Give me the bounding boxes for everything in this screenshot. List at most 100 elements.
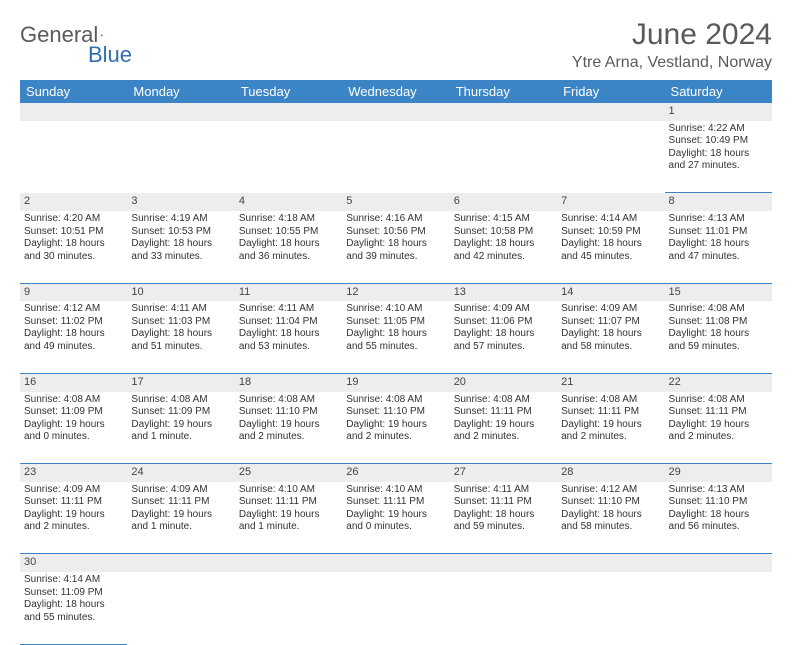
day-cell: Sunrise: 4:08 AMSunset: 11:09 PMDaylight… <box>127 392 234 464</box>
day-content: Sunrise: 4:10 AMSunset: 11:05 PMDaylight… <box>346 303 445 353</box>
day-cell: Sunrise: 4:14 AMSunset: 11:09 PMDaylight… <box>20 572 127 644</box>
day-content: Sunrise: 4:13 AMSunset: 11:10 PMDaylight… <box>669 484 768 534</box>
day-number-cell: 27 <box>450 464 557 482</box>
day-content: Sunrise: 4:08 AMSunset: 11:09 PMDaylight… <box>131 394 230 444</box>
day-number-cell: 14 <box>557 283 664 301</box>
day-number-cell <box>20 103 127 121</box>
day-cell: Sunrise: 4:10 AMSunset: 11:11 PMDaylight… <box>235 482 342 554</box>
day-number-cell: 8 <box>665 193 772 211</box>
day-cell: Sunrise: 4:20 AMSunset: 10:51 PMDaylight… <box>20 211 127 283</box>
calendar-body: 1 Sunrise: 4:22 AMSunset: 10:49 PMDayligh… <box>20 103 772 644</box>
day-content: Sunrise: 4:08 AMSunset: 11:08 PMDaylight… <box>669 303 768 353</box>
day-number-row: 1 <box>20 103 772 121</box>
day-cell: Sunrise: 4:19 AMSunset: 10:53 PMDaylight… <box>127 211 234 283</box>
day-cell: Sunrise: 4:13 AMSunset: 11:01 PMDaylight… <box>665 211 772 283</box>
day-cell <box>235 121 342 193</box>
day-number-row: 16171819202122 <box>20 373 772 391</box>
day-cell: Sunrise: 4:09 AMSunset: 11:06 PMDaylight… <box>450 301 557 373</box>
day-number-cell: 6 <box>450 193 557 211</box>
day-number-cell: 20 <box>450 373 557 391</box>
week-content-row: Sunrise: 4:20 AMSunset: 10:51 PMDaylight… <box>20 211 772 283</box>
day-cell: Sunrise: 4:22 AMSunset: 10:49 PMDaylight… <box>665 121 772 193</box>
day-number-cell: 10 <box>127 283 234 301</box>
day-number-row: 9101112131415 <box>20 283 772 301</box>
day-content: Sunrise: 4:09 AMSunset: 11:07 PMDaylight… <box>561 303 660 353</box>
day-content: Sunrise: 4:11 AMSunset: 11:11 PMDaylight… <box>454 484 553 534</box>
weekday-header: Friday <box>557 80 664 103</box>
day-number-cell: 7 <box>557 193 664 211</box>
day-number-row: 23242526272829 <box>20 464 772 482</box>
day-content: Sunrise: 4:14 AMSunset: 11:09 PMDaylight… <box>24 574 123 624</box>
weekday-header: Sunday <box>20 80 127 103</box>
day-number-cell: 5 <box>342 193 449 211</box>
day-cell: Sunrise: 4:08 AMSunset: 11:10 PMDaylight… <box>342 392 449 464</box>
day-number-cell: 23 <box>20 464 127 482</box>
day-content: Sunrise: 4:14 AMSunset: 10:59 PMDaylight… <box>561 213 660 263</box>
day-cell <box>127 121 234 193</box>
day-number-cell <box>665 554 772 572</box>
day-cell: Sunrise: 4:12 AMSunset: 11:10 PMDaylight… <box>557 482 664 554</box>
day-number-cell: 1 <box>665 103 772 121</box>
week-content-row: Sunrise: 4:14 AMSunset: 11:09 PMDaylight… <box>20 572 772 644</box>
day-number-cell: 11 <box>235 283 342 301</box>
day-number-cell: 16 <box>20 373 127 391</box>
logo-blue-text: Blue <box>88 42 132 68</box>
day-content: Sunrise: 4:08 AMSunset: 11:11 PMDaylight… <box>561 394 660 444</box>
day-number-cell <box>342 103 449 121</box>
day-number-cell: 30 <box>20 554 127 572</box>
day-number-cell <box>342 554 449 572</box>
day-content: Sunrise: 4:19 AMSunset: 10:53 PMDaylight… <box>131 213 230 263</box>
day-content: Sunrise: 4:08 AMSunset: 11:09 PMDaylight… <box>24 394 123 444</box>
day-number-cell <box>235 103 342 121</box>
day-content: Sunrise: 4:13 AMSunset: 11:01 PMDaylight… <box>669 213 768 263</box>
day-number-cell <box>450 554 557 572</box>
title-block: June 2024 Ytre Arna, Vestland, Norway <box>572 18 772 72</box>
day-cell <box>235 572 342 644</box>
week-content-row: Sunrise: 4:08 AMSunset: 11:09 PMDaylight… <box>20 392 772 464</box>
day-content: Sunrise: 4:09 AMSunset: 11:11 PMDaylight… <box>131 484 230 534</box>
day-cell: Sunrise: 4:13 AMSunset: 11:10 PMDaylight… <box>665 482 772 554</box>
week-content-row: Sunrise: 4:12 AMSunset: 11:02 PMDaylight… <box>20 301 772 373</box>
location: Ytre Arna, Vestland, Norway <box>572 54 772 72</box>
day-cell <box>665 572 772 644</box>
day-cell: Sunrise: 4:12 AMSunset: 11:02 PMDaylight… <box>20 301 127 373</box>
day-number-cell <box>235 554 342 572</box>
day-cell: Sunrise: 4:11 AMSunset: 11:11 PMDaylight… <box>450 482 557 554</box>
day-content: Sunrise: 4:15 AMSunset: 10:58 PMDaylight… <box>454 213 553 263</box>
day-number-cell: 18 <box>235 373 342 391</box>
day-number-cell <box>127 103 234 121</box>
day-number-cell: 4 <box>235 193 342 211</box>
day-number-cell: 21 <box>557 373 664 391</box>
day-cell: Sunrise: 4:14 AMSunset: 10:59 PMDaylight… <box>557 211 664 283</box>
weekday-header: Thursday <box>450 80 557 103</box>
day-number-cell: 19 <box>342 373 449 391</box>
day-content: Sunrise: 4:10 AMSunset: 11:11 PMDaylight… <box>239 484 338 534</box>
day-content: Sunrise: 4:08 AMSunset: 11:11 PMDaylight… <box>454 394 553 444</box>
day-cell: Sunrise: 4:08 AMSunset: 11:09 PMDaylight… <box>20 392 127 464</box>
day-cell: Sunrise: 4:10 AMSunset: 11:05 PMDaylight… <box>342 301 449 373</box>
weekday-header-row: SundayMondayTuesdayWednesdayThursdayFrid… <box>20 80 772 103</box>
day-content: Sunrise: 4:12 AMSunset: 11:10 PMDaylight… <box>561 484 660 534</box>
day-number-cell: 2 <box>20 193 127 211</box>
day-content: Sunrise: 4:22 AMSunset: 10:49 PMDaylight… <box>669 123 768 173</box>
weekday-header: Tuesday <box>235 80 342 103</box>
day-content: Sunrise: 4:11 AMSunset: 11:04 PMDaylight… <box>239 303 338 353</box>
day-cell: Sunrise: 4:16 AMSunset: 10:56 PMDaylight… <box>342 211 449 283</box>
day-cell: Sunrise: 4:08 AMSunset: 11:10 PMDaylight… <box>235 392 342 464</box>
day-cell: Sunrise: 4:08 AMSunset: 11:08 PMDaylight… <box>665 301 772 373</box>
day-number-row: 2345678 <box>20 193 772 211</box>
day-cell: Sunrise: 4:08 AMSunset: 11:11 PMDaylight… <box>557 392 664 464</box>
day-cell <box>450 121 557 193</box>
day-content: Sunrise: 4:18 AMSunset: 10:55 PMDaylight… <box>239 213 338 263</box>
day-cell: Sunrise: 4:11 AMSunset: 11:03 PMDaylight… <box>127 301 234 373</box>
weekday-header: Wednesday <box>342 80 449 103</box>
week-content-row: Sunrise: 4:09 AMSunset: 11:11 PMDaylight… <box>20 482 772 554</box>
day-cell: Sunrise: 4:10 AMSunset: 11:11 PMDaylight… <box>342 482 449 554</box>
day-content: Sunrise: 4:08 AMSunset: 11:10 PMDaylight… <box>239 394 338 444</box>
logo-text-general: General <box>20 22 98 48</box>
day-content: Sunrise: 4:11 AMSunset: 11:03 PMDaylight… <box>131 303 230 353</box>
day-number-cell <box>557 554 664 572</box>
day-cell <box>342 572 449 644</box>
day-number-cell: 24 <box>127 464 234 482</box>
logo-text-blue: Blue <box>88 42 132 68</box>
